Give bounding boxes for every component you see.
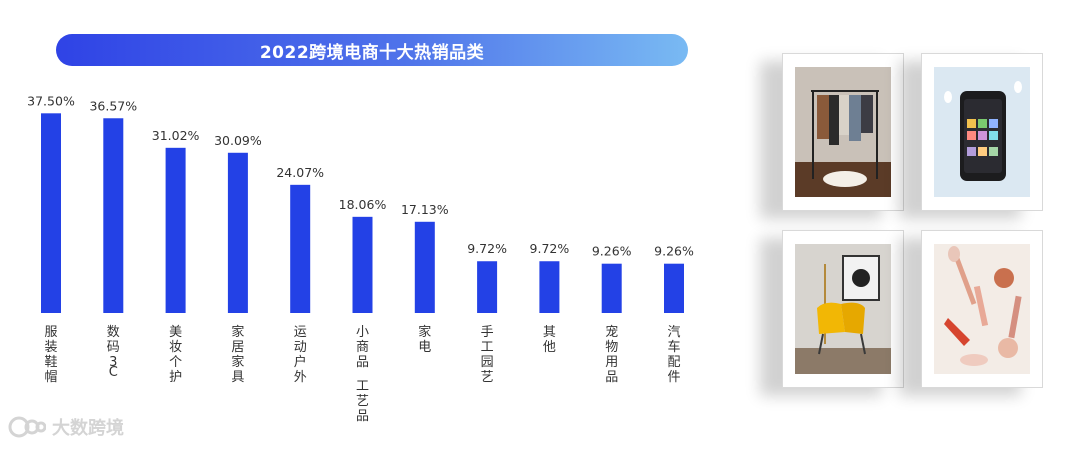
bar-6 — [352, 216, 373, 313]
bar-10 — [601, 263, 622, 313]
armchair-photo — [782, 230, 904, 388]
bar-5 — [290, 184, 311, 313]
value-label-6: 18.06% — [339, 197, 387, 212]
category-label-8: 手工园艺 — [481, 325, 494, 385]
value-label-1: 37.50% — [27, 93, 75, 108]
bar-8 — [477, 261, 498, 313]
category-label-11: 汽车配件 — [667, 325, 680, 385]
value-label-11: 9.26% — [654, 244, 694, 259]
value-label-10: 9.26% — [592, 244, 632, 259]
category-label-7: 家电 — [418, 324, 431, 355]
bar-2 — [103, 118, 124, 314]
bar-3 — [165, 147, 186, 313]
bar-1 — [41, 113, 61, 313]
value-label-3: 31.02% — [152, 128, 200, 143]
category-label-5: 运动户外 — [294, 325, 307, 385]
clothing-rack-photo — [782, 53, 904, 211]
category-label-10: 宠物用品 — [605, 324, 618, 385]
smartphone-photo — [921, 53, 1043, 211]
category-label-1: 服装鞋帽 — [44, 325, 57, 385]
value-label-9: 9.72% — [530, 241, 570, 256]
watermark: 大数跨境 — [8, 414, 124, 440]
chart-title-banner: 2022跨境电商十大热销品类 — [56, 34, 688, 66]
category-label-3: 美妆个护 — [169, 325, 182, 385]
value-label-8: 9.72% — [467, 241, 507, 256]
bar-7 — [414, 221, 435, 313]
chart-title: 2022跨境电商十大热销品类 — [259, 42, 485, 63]
bar-11 — [664, 263, 684, 313]
value-label-5: 24.07% — [276, 165, 324, 180]
watermark-text: 大数跨境 — [52, 418, 124, 439]
bar-9 — [539, 261, 560, 313]
value-label-2: 36.57% — [89, 98, 137, 113]
value-label-7: 17.13% — [401, 202, 449, 217]
category-label-6: 小商品工艺品 — [356, 325, 369, 424]
logo-icon — [8, 416, 46, 438]
bar-4 — [227, 152, 248, 313]
category-label-2: 数码 3 C — [107, 325, 120, 380]
bar-chart: 37.50% 服装鞋帽 36.57% 数码 3 C 31.02% 美妆个护 30.09% 家居家具… — [27, 93, 694, 424]
category-label-4: 家居家具 — [231, 324, 244, 385]
cosmetics-photo — [921, 230, 1043, 388]
category-label-9: 其他 — [543, 325, 556, 355]
value-label-4: 30.09% — [214, 133, 262, 148]
